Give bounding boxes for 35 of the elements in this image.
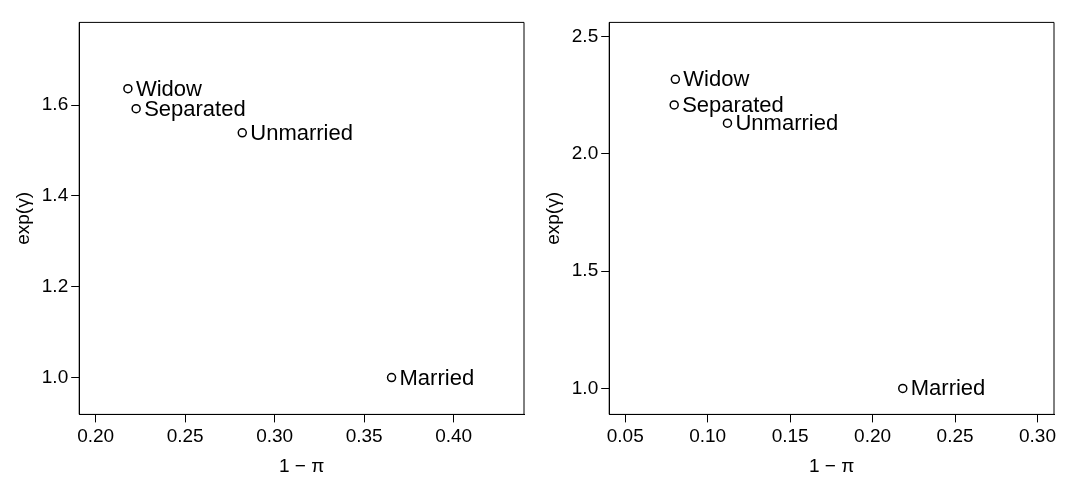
annotation: Married (910, 375, 986, 401)
x-tick-label: 0.25 (936, 425, 974, 447)
point (131, 103, 141, 114)
point (898, 383, 908, 394)
point (123, 83, 133, 94)
y-tick-label: 1.0 (41, 365, 69, 387)
x-tick-label: 0.20 (77, 425, 115, 447)
x-tick-label: 0.30 (1019, 425, 1056, 447)
point (237, 128, 248, 138)
x-tick-label: 0.35 (345, 425, 383, 447)
y-tick-label: 1.5 (571, 259, 599, 281)
y-axis-title: exp(γ) (11, 192, 33, 245)
point (669, 100, 679, 110)
annotation: Married (399, 364, 475, 390)
x-tick-label: 0.15 (771, 425, 809, 447)
y-tick-label: 1.4 (41, 184, 69, 206)
x-tick-label: 0.20 (854, 425, 892, 447)
point (386, 372, 397, 383)
y-tick-label: 2.0 (571, 142, 599, 164)
x-tick-label: 0.40 (435, 425, 473, 447)
x-tick-label: 0.05 (606, 425, 644, 447)
y-tick-label: 1.6 (41, 93, 69, 115)
point (670, 74, 681, 85)
x-tick-label: 0.10 (689, 425, 727, 447)
point (722, 118, 733, 128)
y-tick-label: 1.0 (571, 376, 599, 398)
x-tick-label: 0.25 (166, 425, 204, 447)
annotation: Unmarried (250, 119, 353, 145)
annotation: Widow (683, 66, 750, 92)
x-axis-title: 1 − π (808, 454, 855, 476)
y-tick-label: 1.2 (41, 275, 69, 296)
x-axis-title: 1 − π (278, 454, 325, 476)
y-tick-label: 2.5 (571, 24, 599, 46)
x-tick-label: 0.30 (256, 425, 294, 447)
y-axis-title: exp(γ) (541, 192, 563, 245)
